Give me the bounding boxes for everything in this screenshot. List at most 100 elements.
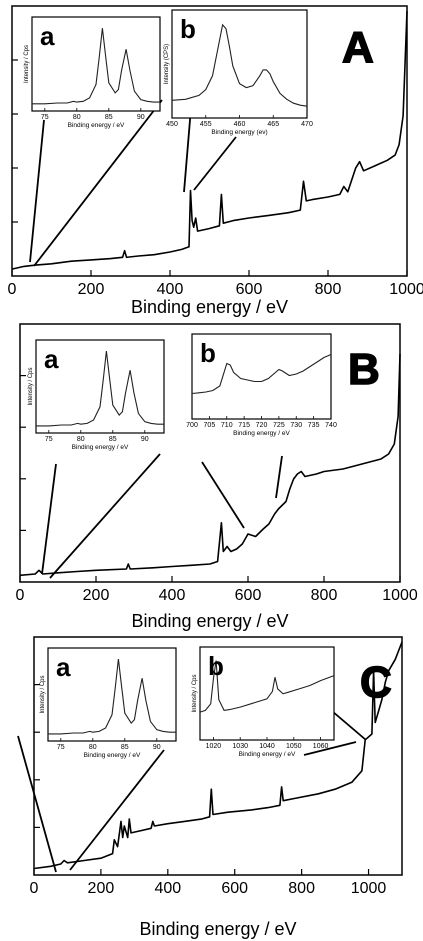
inset-spectrum-line (36, 351, 164, 427)
x-tick-label: 600 (236, 281, 263, 298)
inset-a: 75 80 85 90 Binding energy / eV Intensity / C… (40, 647, 177, 759)
inset-x-tick-label: 720 (256, 422, 268, 429)
inset-frame (31, 16, 161, 112)
plot-frame (19, 323, 401, 583)
inset-y-axis-label: Intensity / Cps (28, 367, 34, 405)
inset-x-tick-label: 1020 (206, 743, 222, 750)
inset-y-axis-label: Intensity (CPS) (164, 44, 170, 84)
inset-x-tick-label: 1060 (313, 743, 329, 750)
inset-label: b (200, 338, 216, 368)
panel-C: 0 200 400 600 800 1000 Binding energy / eV C 75 8… (17, 636, 403, 939)
inset-x-axis-label: Binding energy / eV (72, 444, 129, 451)
inset-x-tick-label: 75 (45, 436, 53, 443)
inset-x-tick-label: 465 (267, 121, 279, 128)
inset-spectrum-line (48, 659, 176, 735)
inset-x-tick-label: 710 (221, 422, 233, 429)
leader-line (17, 735, 57, 873)
inset-x-tick-label: 90 (141, 436, 149, 443)
x-tick-label: 800 (311, 587, 338, 604)
inset-x-tick-label: 455 (200, 121, 212, 128)
panel-label: C (360, 658, 392, 707)
inset-b: 450 455 460 465 470 Binding energy (ev) Intens… (164, 9, 313, 136)
inset-x-tick-label: 730 (290, 422, 302, 429)
inset-x-tick-label: 705 (204, 422, 216, 429)
leader-line (275, 455, 283, 499)
inset-x-tick-label: 450 (166, 121, 178, 128)
inset-spectrum-line (171, 23, 308, 107)
inset-x-tick-label: 715 (238, 422, 250, 429)
inset-label: a (44, 344, 59, 374)
inset-x-tick-label: 1050 (286, 743, 302, 750)
inset-x-tick-label: 1030 (232, 743, 248, 750)
inset-spectrum-line (191, 353, 332, 395)
leader-line (303, 741, 357, 756)
leader-line (69, 749, 165, 871)
inset-frame (199, 646, 335, 741)
leader-line (193, 136, 237, 191)
inset-x-tick-label: 80 (77, 436, 85, 443)
survey-spectrum-line (19, 353, 401, 577)
x-axis-label: Binding energy / eV (131, 297, 288, 317)
x-tick-label: 200 (83, 587, 110, 604)
inset-x-axis-label: Binding energy (ev) (211, 129, 267, 136)
x-axis-label: Binding energy / eV (131, 611, 288, 631)
panel-B: 0 200 400 600 800 1000 Binding energy / eV B 75 8… (16, 323, 418, 631)
inset-x-tick-label: 75 (41, 114, 49, 121)
inset-x-tick-label: 80 (73, 114, 81, 121)
x-tick-label: 1000 (389, 281, 423, 298)
leader-line (201, 461, 245, 529)
inset-x-tick-label: 1040 (259, 743, 275, 750)
survey-spectrum-line (33, 641, 403, 870)
x-tick-label: 1000 (382, 587, 418, 604)
inset-frame (191, 333, 332, 420)
x-tick-label: 200 (78, 281, 105, 298)
inset-x-tick-label: 85 (105, 114, 113, 121)
x-tick-label: 0 (16, 587, 25, 604)
inset-a: 75 80 85 90 Binding energy / eV Intensity / C… (28, 339, 165, 451)
inset-x-axis-label: Binding energy / eV (84, 752, 141, 759)
x-tick-label: 800 (288, 880, 315, 897)
x-tick-label: 0 (30, 880, 39, 897)
inset-x-tick-label: 90 (153, 744, 161, 751)
inset-x-tick-label: 90 (137, 114, 145, 121)
survey-spectrum-line (11, 10, 408, 270)
inset-label: b (180, 14, 196, 44)
inset-x-tick-label: 85 (121, 744, 129, 751)
inset-y-axis-label: Intensity / Cps (40, 675, 46, 713)
inset-x-tick-label: 85 (109, 436, 117, 443)
inset-x-tick-label: 725 (273, 422, 285, 429)
inset-label: a (56, 652, 71, 682)
x-axis-label: Binding energy / eV (139, 919, 296, 939)
panel-A: 0 200 400 600 800 1000 Binding energy / eV A 75 8… (8, 5, 423, 317)
plot-frame (33, 636, 403, 876)
inset-x-tick-label: 700 (186, 422, 198, 429)
inset-x-tick-label: 460 (234, 121, 246, 128)
inset-b: 1020 1030 1040 1050 1060 Binding energy / eV I… (192, 646, 335, 758)
inset-b: 700 705 710 715 720 725 730 735 740 Binding energ… (186, 333, 337, 437)
inset-spectrum-line (199, 660, 335, 713)
x-tick-label: 400 (154, 880, 181, 897)
leader-line (33, 99, 163, 267)
x-tick-label: 0 (8, 281, 17, 298)
inset-frame (47, 647, 177, 742)
inset-x-tick-label: 470 (301, 121, 313, 128)
inset-a: 75 80 85 90 Binding energy / eV Intensity / C… (24, 16, 161, 129)
inset-x-tick-label: 735 (308, 422, 320, 429)
inset-spectrum-line (32, 28, 160, 105)
inset-frame (171, 9, 308, 119)
inset-label: a (40, 21, 55, 51)
inset-y-axis-label: Intensity / Cps (24, 45, 30, 83)
x-tick-label: 600 (235, 587, 262, 604)
panel-label: A (342, 23, 374, 72)
leader-line (29, 119, 45, 263)
inset-frame (35, 339, 165, 434)
x-tick-label: 400 (157, 281, 184, 298)
x-tick-label: 800 (315, 281, 342, 298)
x-tick-label: 200 (88, 880, 115, 897)
inset-x-tick-label: 80 (89, 744, 97, 751)
leader-line (41, 463, 57, 575)
inset-x-tick-label: 75 (57, 744, 65, 751)
inset-label: b (208, 651, 224, 681)
